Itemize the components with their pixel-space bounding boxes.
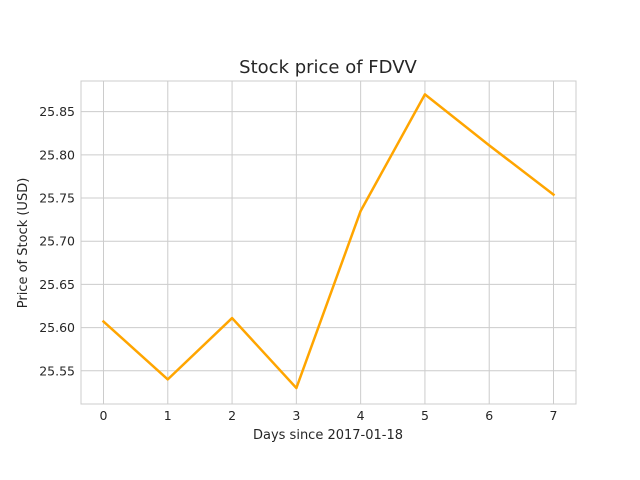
x-tick-label: 2 [228, 408, 236, 423]
x-tick-label: 3 [292, 408, 300, 423]
y-tick-label: 25.65 [39, 277, 75, 292]
y-tick-label: 25.55 [39, 363, 75, 378]
series-line [101, 93, 556, 390]
y-tick-label: 25.85 [39, 104, 75, 119]
x-tick-label: 7 [550, 408, 558, 423]
x-tick-label: 0 [100, 408, 108, 423]
tick-labels: 0 1 2 3 4 5 6 7 25.55 25.60 25.65 25.70 25.75 25.80 25… [39, 104, 557, 423]
y-tick-label: 25.75 [39, 191, 75, 206]
x-axis-label: Days since 2017-01-18 [253, 428, 403, 443]
x-tick-label: 6 [485, 408, 493, 423]
x-tick-label: 4 [357, 408, 365, 423]
y-tick-label: 25.70 [39, 234, 75, 249]
x-tick-label: 1 [164, 408, 172, 423]
grid-lines [81, 81, 576, 404]
plot-frame [80, 80, 577, 405]
chart-title: Stock price of FDVV [239, 57, 417, 78]
y-tick-label: 25.60 [39, 320, 75, 335]
y-axis-label: Price of Stock (USD) [16, 178, 31, 309]
y-tick-label: 25.80 [39, 147, 75, 162]
series-layer [101, 93, 556, 390]
x-tick-label: 5 [421, 408, 429, 423]
